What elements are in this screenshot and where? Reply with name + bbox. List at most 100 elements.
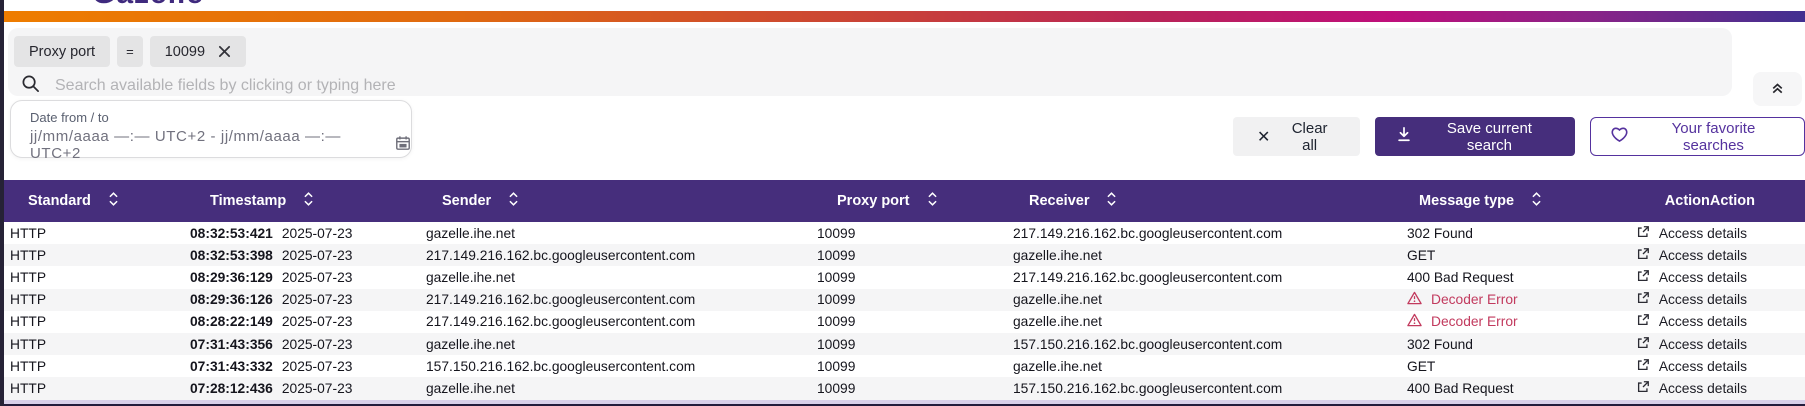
column-header-message_type[interactable]: Message type [1393,190,1621,212]
cell-message-type: Decoder Error [1393,291,1621,308]
cell-receiver: 157.150.216.162.bc.googleusercontent.com [1013,336,1283,352]
cell-sender: 217.149.216.162.bc.googleusercontent.com [426,292,696,308]
external-link-icon [1636,225,1650,242]
cell-standard: HTTP [10,269,47,285]
cell-standard: HTTP [10,336,47,352]
search-input[interactable]: Search available fields by clicking or t… [21,73,1712,99]
column-header-sender[interactable]: Sender [416,190,811,212]
table-header-row: Standard Timestamp Sender Proxy port Receive… [4,180,1805,222]
table-row: HTTP 07:31:43:356 2025-07-23 gazelle.ihe.ne… [4,332,1805,356]
column-header-label: ActionAction [1664,193,1755,209]
cell-sender: gazelle.ihe.net [426,380,515,396]
calendar-icon[interactable] [395,135,411,155]
cell-sender: gazelle.ihe.net [426,269,515,285]
cell-action: Access details [1621,247,1805,264]
message-type-value: GET [1407,358,1436,374]
filter-chip-operator-label: = [126,44,134,59]
search-placeholder: Search available fields by clicking or t… [55,77,396,94]
external-link-icon [1636,269,1650,286]
access-details-link[interactable]: Access details [1636,247,1747,264]
cell-standard: HTTP [10,358,47,374]
cell-standard: HTTP [10,380,47,396]
sort-icon[interactable] [508,190,519,212]
cell-sender: 157.150.216.162.bc.googleusercontent.com [426,358,696,374]
filter-chip-value-label: 10099 [164,43,206,60]
clear-all-label: Clear all [1291,119,1328,154]
filter-chip-value[interactable]: 10099 [149,36,247,67]
warning-icon [1407,291,1422,308]
date-range-value: jj/mm/aaaa —:— UTC+2 - jj/mm/aaaa —:— UT… [30,128,342,162]
cell-timestamp: 08:32:53:421 2025-07-23 [190,225,353,241]
date-range-field[interactable]: Date from / to jj/mm/aaaa —:— UTC+2 - jj… [10,100,412,162]
cell-message-type: GET [1393,359,1621,374]
warning-icon [1407,313,1422,330]
message-type-error: Decoder Error [1407,313,1518,330]
access-details-link[interactable]: Access details [1636,291,1747,308]
remove-filter-icon[interactable] [218,45,231,58]
cell-action: Access details [1621,225,1805,242]
date-range-label: Date from / to [30,110,109,125]
cell-sender: gazelle.ihe.net [426,336,515,352]
external-link-icon [1636,380,1650,397]
cell-action: Access details [1621,269,1805,286]
favorite-searches-button[interactable]: Your favorite searches [1589,117,1805,156]
cell-message-type: 302 Found [1393,226,1621,241]
proxy-messages-table: Standard Timestamp Sender Proxy port Receive… [4,180,1805,400]
gazelle-logo-text: Gazelle [92,0,232,11]
message-type-value: 302 Found [1407,336,1473,352]
sort-icon[interactable] [927,190,938,212]
cell-message-type: 302 Found [1393,337,1621,352]
cell-action: Access details [1621,336,1805,353]
top-white-strip: Gazelle [0,0,1805,11]
column-header-proxy_port[interactable]: Proxy port [811,190,1003,212]
sort-icon[interactable] [303,190,314,212]
cell-timestamp: 08:32:53:398 2025-07-23 [190,247,353,263]
sort-icon[interactable] [1106,190,1117,212]
bottom-bar-edge [0,403,1805,406]
column-header-standard[interactable]: Standard [4,190,184,212]
column-header-label: Message type [1419,193,1515,209]
table-row: HTTP 07:31:43:332 2025-07-23 157.150.216.16… [4,355,1805,378]
search-icon [21,74,40,98]
cell-action: Access details [1621,380,1805,397]
access-details-link[interactable]: Access details [1636,225,1747,242]
message-type-value: 400 Bad Request [1407,380,1514,396]
save-current-search-button[interactable]: Save current search [1374,117,1575,156]
clear-all-button[interactable]: ✕ Clear all [1233,117,1360,156]
filter-chip-operator[interactable]: = [117,36,143,67]
access-details-link[interactable]: Access details [1636,313,1747,330]
column-header-label: Proxy port [837,193,910,209]
gazelle-logo: Gazelle [92,0,232,11]
access-details-link[interactable]: Access details [1636,269,1747,286]
double-chevron-up-icon [1769,79,1786,99]
table-row: HTTP 08:32:53:398 2025-07-23 217.149.216.16… [4,244,1805,267]
message-type-value: 302 Found [1407,225,1473,241]
filter-chip-field[interactable]: Proxy port [14,36,111,67]
table-row: HTTP 08:29:36:126 2025-07-23 217.149.216.16… [4,288,1805,311]
access-details-link[interactable]: Access details [1636,358,1747,375]
cell-sender: 217.149.216.162.bc.googleusercontent.com [426,314,696,330]
message-type-value: GET [1407,247,1436,263]
column-header-receiver[interactable]: Receiver [1003,190,1393,212]
sort-icon[interactable] [1531,190,1542,212]
cell-action: Access details [1621,291,1805,308]
collapse-panel-button[interactable] [1753,72,1802,106]
cell-message-type: Decoder Error [1393,313,1621,330]
active-filter-chips: Proxy port = 10099 [14,36,247,67]
filter-panel: Proxy port = 10099 Search available fiel… [8,28,1732,96]
cell-timestamp: 07:31:43:332 2025-07-23 [190,358,353,374]
access-details-link[interactable]: Access details [1636,336,1747,353]
table-row: HTTP 08:32:53:421 2025-07-23 gazelle.ihe.ne… [4,222,1805,245]
external-link-icon [1636,336,1650,353]
external-link-icon [1636,291,1650,308]
save-download-icon [1396,126,1412,147]
table-row: HTTP 08:29:36:129 2025-07-23 gazelle.ihe.ne… [4,266,1805,289]
column-header-label: Receiver [1029,193,1090,209]
cell-standard: HTTP [10,292,47,308]
access-details-link[interactable]: Access details [1636,380,1747,397]
filter-chip-field-label: Proxy port [29,43,96,60]
sort-icon[interactable] [108,190,119,212]
cell-proxy-port: 10099 [817,269,856,285]
external-link-icon [1636,247,1650,264]
column-header-timestamp[interactable]: Timestamp [184,190,416,212]
